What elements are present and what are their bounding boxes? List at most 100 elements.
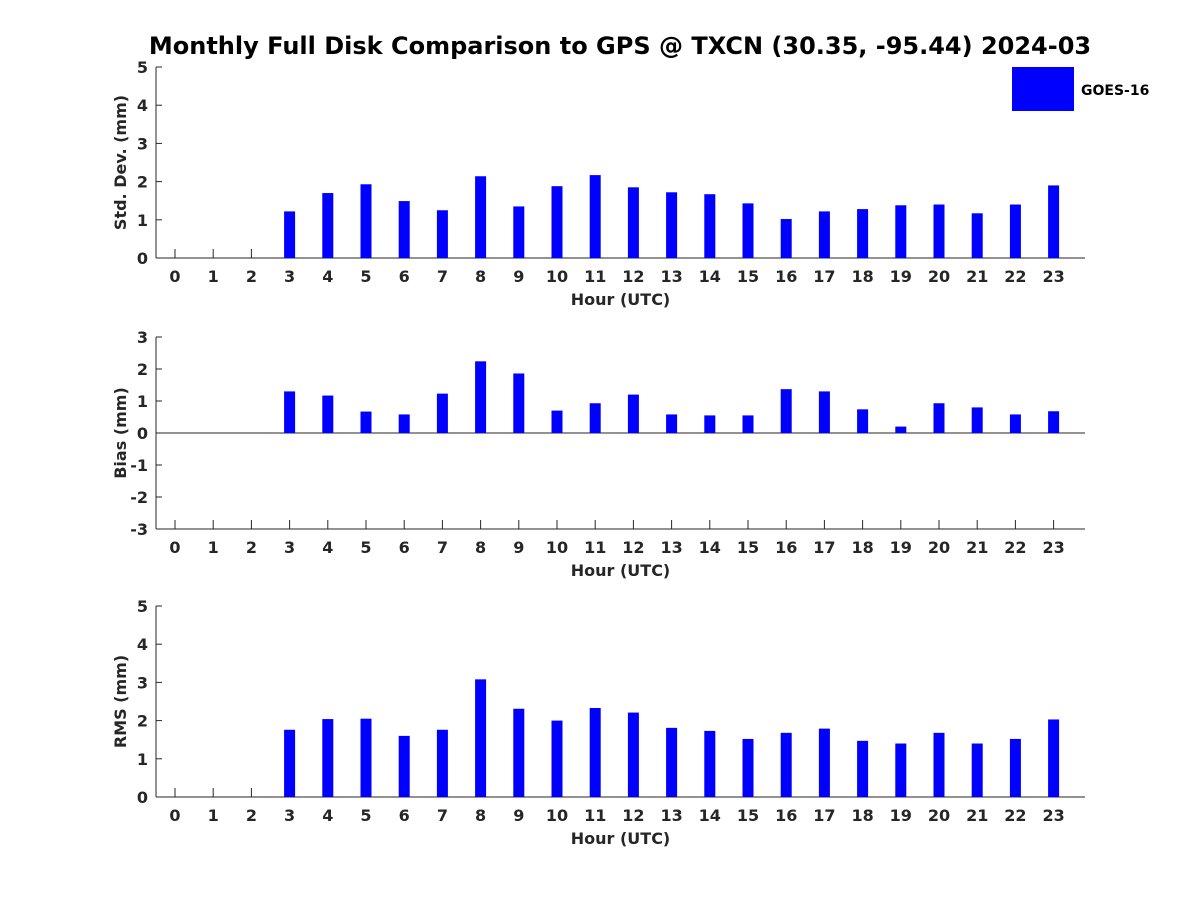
bar xyxy=(551,410,563,433)
x-axis-label: Hour (UTC) xyxy=(571,829,671,848)
x-tick-label: 6 xyxy=(399,806,410,825)
y-tick-label: 1 xyxy=(137,211,148,230)
bar xyxy=(513,708,525,797)
y-tick-label: 3 xyxy=(137,673,148,692)
bar xyxy=(284,391,296,433)
bar xyxy=(551,720,563,797)
bar xyxy=(284,211,296,258)
bar xyxy=(666,727,678,797)
bar xyxy=(780,732,792,797)
bar xyxy=(398,735,410,797)
y-axis-label: RMS (mm) xyxy=(111,655,130,748)
x-tick-label: 14 xyxy=(699,267,721,286)
bar xyxy=(284,729,296,797)
x-tick-label: 12 xyxy=(622,806,644,825)
y-tick-label: -1 xyxy=(130,456,148,475)
bar xyxy=(1009,414,1021,433)
x-tick-label: 8 xyxy=(475,538,486,557)
y-tick-label: 1 xyxy=(137,392,148,411)
x-tick-label: 12 xyxy=(622,538,644,557)
bar xyxy=(475,176,487,258)
x-tick-label: 15 xyxy=(737,806,759,825)
bar xyxy=(436,210,448,258)
y-axis-label: Bias (mm) xyxy=(111,387,130,479)
bar xyxy=(436,729,448,797)
bar xyxy=(933,204,945,258)
x-tick-label: 23 xyxy=(1042,538,1064,557)
x-tick-label: 12 xyxy=(622,267,644,286)
bar xyxy=(360,718,372,797)
legend-swatch xyxy=(1012,67,1074,111)
bar xyxy=(666,192,678,258)
x-tick-label: 0 xyxy=(169,538,180,557)
x-tick-label: 0 xyxy=(169,806,180,825)
x-tick-label: 11 xyxy=(584,806,606,825)
bar xyxy=(780,219,792,258)
bar xyxy=(818,391,830,433)
bar xyxy=(895,743,907,797)
x-tick-label: 13 xyxy=(660,538,682,557)
x-tick-label: 22 xyxy=(1004,267,1026,286)
bar xyxy=(704,194,716,258)
x-tick-label: 5 xyxy=(360,806,371,825)
y-tick-label: -3 xyxy=(130,520,148,539)
bar xyxy=(322,719,334,797)
x-tick-label: 9 xyxy=(513,267,524,286)
x-tick-label: 13 xyxy=(660,267,682,286)
x-tick-label: 5 xyxy=(360,538,371,557)
bar xyxy=(780,389,792,433)
x-tick-label: 23 xyxy=(1042,267,1064,286)
legend-label: GOES-16 xyxy=(1081,83,1149,99)
x-tick-label: 17 xyxy=(813,806,835,825)
bar xyxy=(857,409,869,433)
x-tick-label: 18 xyxy=(851,267,873,286)
x-tick-label: 2 xyxy=(246,806,257,825)
bar xyxy=(589,175,601,258)
x-tick-label: 1 xyxy=(208,538,219,557)
x-axis-label: Hour (UTC) xyxy=(571,561,671,580)
bar xyxy=(742,203,754,258)
bar xyxy=(1048,411,1060,433)
x-tick-label: 1 xyxy=(208,267,219,286)
bar xyxy=(895,426,907,433)
x-tick-label: 4 xyxy=(322,806,333,825)
bar xyxy=(1009,204,1021,258)
x-tick-label: 1 xyxy=(208,806,219,825)
x-tick-label: 10 xyxy=(546,538,568,557)
x-tick-label: 19 xyxy=(890,806,912,825)
y-tick-label: 5 xyxy=(137,58,148,77)
y-tick-label: 0 xyxy=(137,424,148,443)
x-tick-label: 19 xyxy=(890,267,912,286)
bar xyxy=(971,743,983,797)
bar xyxy=(704,415,716,433)
x-tick-label: 4 xyxy=(322,538,333,557)
x-tick-label: 11 xyxy=(584,267,606,286)
bar xyxy=(818,728,830,797)
x-tick-label: 4 xyxy=(322,267,333,286)
bar xyxy=(322,193,334,258)
x-tick-label: 2 xyxy=(246,267,257,286)
bar xyxy=(322,395,334,433)
x-tick-label: 17 xyxy=(813,538,835,557)
bar xyxy=(398,414,410,433)
x-tick-label: 21 xyxy=(966,267,988,286)
x-tick-label: 2 xyxy=(246,538,257,557)
x-tick-label: 7 xyxy=(437,267,448,286)
x-tick-label: 3 xyxy=(284,267,295,286)
bar xyxy=(398,201,410,258)
y-tick-label: 2 xyxy=(137,712,148,731)
bar xyxy=(627,712,639,797)
bar xyxy=(1009,738,1021,797)
y-tick-label: 4 xyxy=(137,96,148,115)
x-tick-label: 16 xyxy=(775,267,797,286)
x-tick-label: 9 xyxy=(513,806,524,825)
x-tick-label: 10 xyxy=(546,806,568,825)
x-tick-label: 6 xyxy=(399,538,410,557)
x-tick-label: 18 xyxy=(851,538,873,557)
y-tick-label: 2 xyxy=(137,173,148,192)
x-tick-label: 22 xyxy=(1004,806,1026,825)
bar xyxy=(513,373,525,433)
x-tick-label: 18 xyxy=(851,806,873,825)
